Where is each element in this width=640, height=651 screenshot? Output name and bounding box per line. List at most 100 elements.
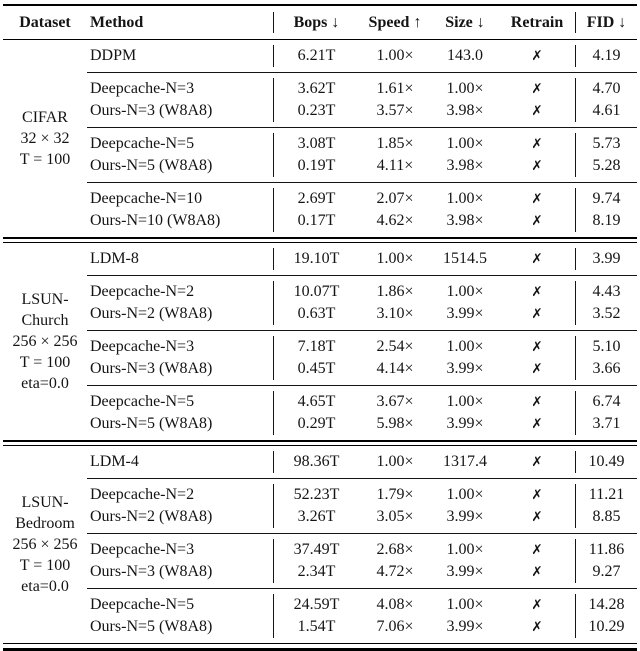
top-rule [3, 4, 637, 6]
fid-value: 4.61 [575, 100, 637, 122]
row-group: Deepcache-N=5 24.59T 4.08× 1.00× ✗ 14.28… [87, 589, 637, 643]
table-row: Ours-N=3 (W8A8) 2.34T 4.72× 3.99× ✗ 9.27 [87, 561, 637, 583]
table-row: Ours-N=2 (W8A8) 0.63T 3.10× 3.99× ✗ 3.52 [87, 303, 637, 325]
speed-value: 4.11× [376, 157, 414, 174]
size-value: 1.00× [446, 486, 484, 503]
size-value: 1514.5 [443, 250, 487, 267]
group-rule [87, 330, 637, 331]
dataset-line: eta=0.0 [21, 578, 69, 595]
size-value: 1.00× [446, 190, 484, 207]
fid-value: 6.74 [575, 391, 637, 413]
table-row: Ours-N=2 (W8A8) 3.26T 3.05× 3.99× ✗ 8.85 [87, 506, 637, 528]
dataset-line: eta=0.0 [21, 375, 69, 392]
size-value: 1.00× [446, 596, 484, 613]
speed-value: 4.08× [376, 596, 414, 613]
table-row: DDPM 6.21T 1.00× 143.0 ✗ 4.19 [87, 45, 637, 67]
retrain-cross-icon: ✗ [531, 361, 543, 377]
fid-value: 3.71 [575, 413, 637, 435]
bops-value: 3.62T [273, 78, 359, 100]
method-label: Deepcache-N=5 [90, 393, 195, 410]
retrain-cross-icon: ✗ [531, 81, 543, 97]
row-group: Deepcache-N=3 37.49T 2.68× 1.00× ✗ 11.86… [87, 534, 637, 588]
method-label: Ours-N=5 (W8A8) [90, 618, 213, 635]
bops-value: 0.45T [273, 358, 359, 380]
size-value: 3.99× [446, 360, 484, 377]
speed-value: 4.72× [376, 563, 414, 580]
col-header-fid: FID ↓ [575, 12, 637, 33]
retrain-cross-icon: ✗ [531, 416, 543, 432]
bops-value: 10.07T [273, 281, 359, 303]
row-group: LDM-8 19.10T 1.00× 1514.5 ✗ 3.99 [87, 243, 637, 275]
method-label: Ours-N=2 (W8A8) [90, 508, 213, 525]
table-row: Deepcache-N=2 52.23T 1.79× 1.00× ✗ 11.21 [87, 484, 637, 506]
size-value: 3.99× [446, 305, 484, 322]
bops-value: 19.10T [273, 248, 359, 270]
table-row: Ours-N=5 (W8A8) 0.29T 5.98× 3.99× ✗ 3.71 [87, 413, 637, 435]
retrain-cross-icon: ✗ [531, 394, 543, 410]
method-label: Deepcache-N=5 [90, 596, 195, 613]
header-row: Dataset Method Bops ↓ Speed ↑ Size ↓ Ret… [3, 6, 637, 39]
retrain-cross-icon: ✗ [531, 103, 543, 119]
fid-value: 5.28 [575, 155, 637, 177]
method-label: Ours-N=3 (W8A8) [90, 563, 213, 580]
dataset-line: 256 × 256 [12, 333, 78, 350]
row-group: Deepcache-N=10 2.69T 2.07× 1.00× ✗ 9.74 … [87, 183, 637, 237]
table-row: LDM-8 19.10T 1.00× 1514.5 ✗ 3.99 [87, 248, 637, 270]
fid-value: 4.19 [575, 45, 637, 67]
speed-value: 3.05× [376, 508, 414, 525]
section-lsun-bedroom: LSUN- Bedroom 256 × 256 T = 100 eta=0.0 … [3, 446, 637, 643]
bops-value: 2.34T [273, 561, 359, 583]
retrain-cross-icon: ✗ [531, 306, 543, 322]
method-label: Ours-N=3 (W8A8) [90, 360, 213, 377]
row-group: Deepcache-N=3 7.18T 2.54× 1.00× ✗ 5.10 O… [87, 331, 637, 385]
method-label: Ours-N=10 (W8A8) [90, 212, 221, 229]
row-group: Deepcache-N=3 3.62T 1.61× 1.00× ✗ 4.70 O… [87, 73, 637, 127]
size-value: 3.98× [446, 102, 484, 119]
method-label: Deepcache-N=3 [90, 80, 195, 97]
row-group: DDPM 6.21T 1.00× 143.0 ✗ 4.19 [87, 40, 637, 72]
fid-value: 4.43 [575, 281, 637, 303]
size-value: 1.00× [446, 283, 484, 300]
retrain-cross-icon: ✗ [531, 542, 543, 558]
speed-value: 3.10× [376, 305, 414, 322]
group-rule [87, 275, 637, 276]
table-row: Deepcache-N=3 3.62T 1.61× 1.00× ✗ 4.70 [87, 78, 637, 100]
fid-value: 10.29 [575, 616, 637, 638]
method-label: Ours-N=2 (W8A8) [90, 305, 213, 322]
speed-value: 2.07× [376, 190, 414, 207]
dataset-line: LSUN- [21, 494, 69, 511]
size-value: 3.98× [446, 157, 484, 174]
col-header-bops: Bops ↓ [273, 12, 359, 33]
fid-value: 4.70 [575, 78, 637, 100]
table-row: Ours-N=10 (W8A8) 0.17T 4.62× 3.98× ✗ 8.1… [87, 210, 637, 232]
size-value: 1.00× [446, 135, 484, 152]
bops-value: 0.63T [273, 303, 359, 325]
speed-value: 2.68× [376, 541, 414, 558]
size-value: 1.00× [446, 80, 484, 97]
method-label: Ours-N=5 (W8A8) [90, 415, 213, 432]
col-header-speed: Speed ↑ [368, 14, 422, 31]
dataset-line: LSUN- [21, 291, 69, 308]
method-label: Deepcache-N=2 [90, 486, 195, 503]
dataset-label-lsun-church: LSUN- Church 256 × 256 T = 100 eta=0.0 [3, 243, 87, 440]
retrain-cross-icon: ✗ [531, 597, 543, 613]
fid-value: 9.74 [575, 188, 637, 210]
table-row: Deepcache-N=5 24.59T 4.08× 1.00× ✗ 14.28 [87, 594, 637, 616]
size-value: 1.00× [446, 393, 484, 410]
dataset-line: T = 100 [19, 354, 71, 371]
retrain-cross-icon: ✗ [531, 136, 543, 152]
method-label: Deepcache-N=2 [90, 283, 195, 300]
dataset-line: T = 100 [19, 557, 71, 574]
dataset-label-lsun-bedroom: LSUN- Bedroom 256 × 256 T = 100 eta=0.0 [3, 446, 87, 643]
retrain-cross-icon: ✗ [531, 284, 543, 300]
speed-value: 4.62× [376, 212, 414, 229]
group-rule [87, 478, 637, 479]
retrain-cross-icon: ✗ [531, 48, 543, 64]
bops-value: 3.08T [273, 133, 359, 155]
group-rule [87, 385, 637, 386]
bops-value: 6.21T [273, 45, 359, 67]
bops-value: 98.36T [273, 451, 359, 473]
speed-value: 1.00× [376, 453, 414, 470]
speed-value: 3.57× [376, 102, 414, 119]
